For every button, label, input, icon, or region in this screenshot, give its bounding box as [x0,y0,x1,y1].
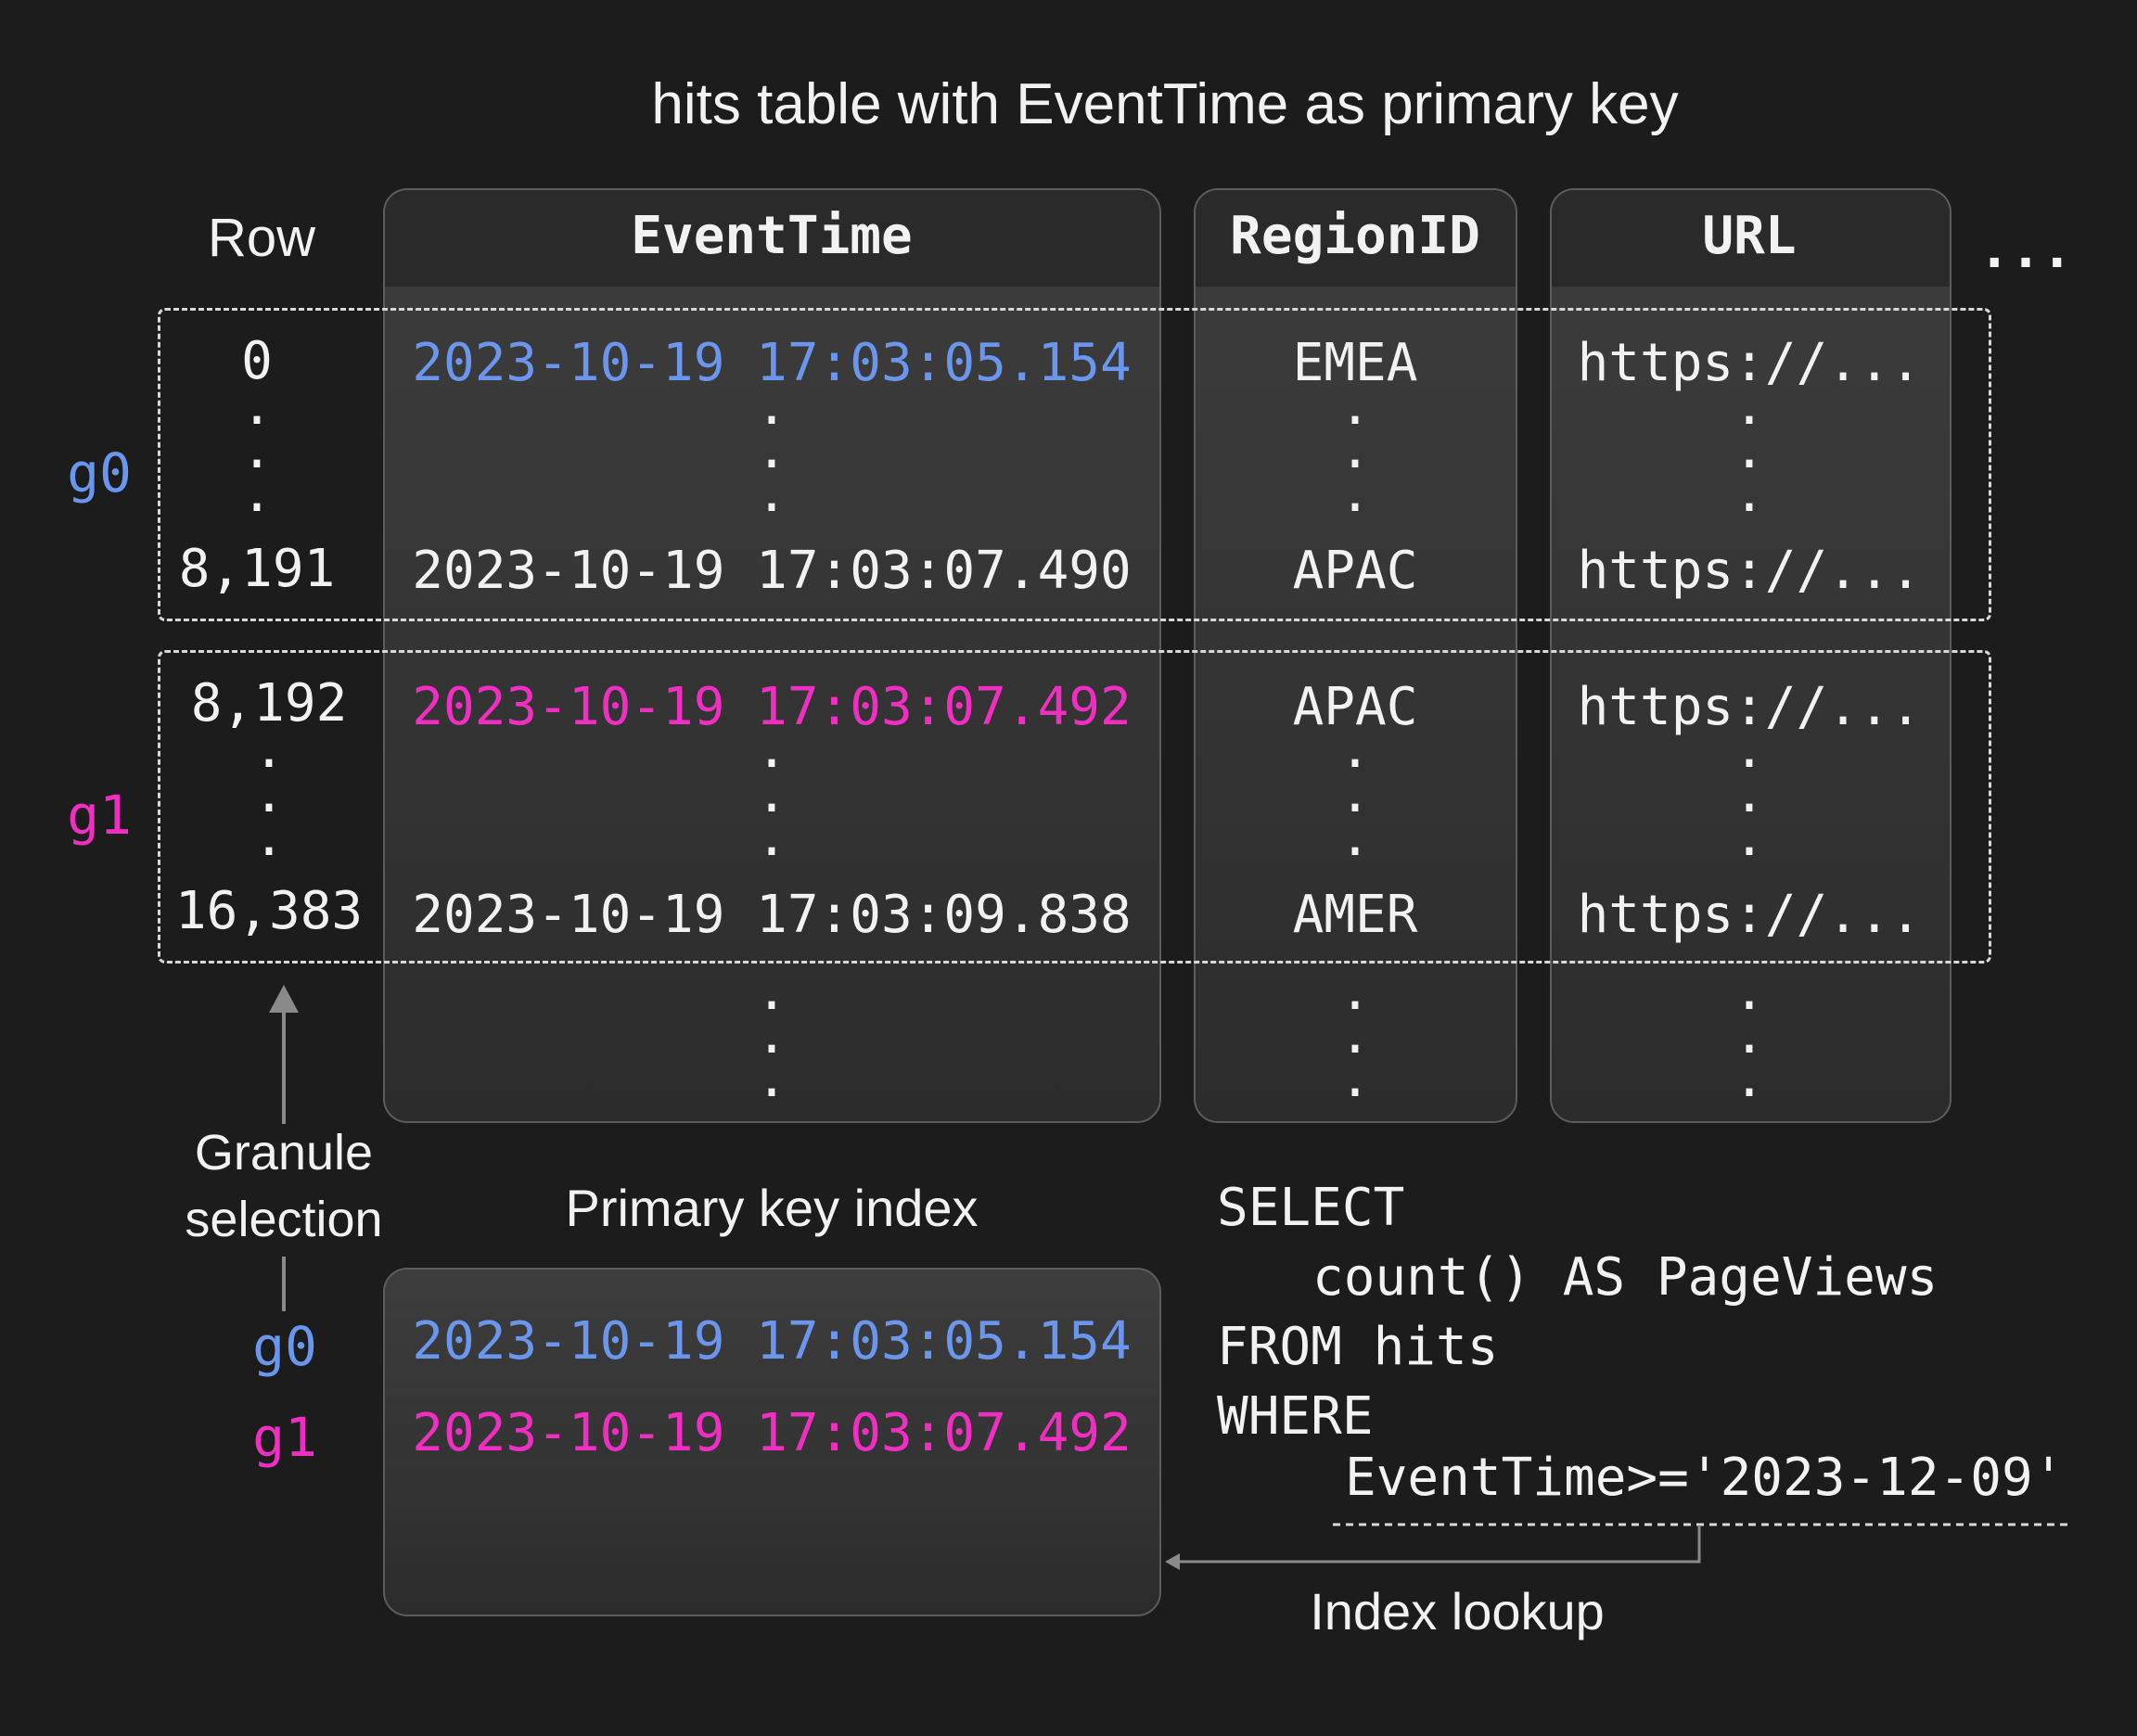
query-line: EventTime>='2023-12-09' [1345,1448,2065,1508]
ellipsis-dot: . [756,377,787,437]
event-time-cell: 2023-10-19 17:03:07.492 [412,677,1132,737]
ellipsis-dot: . [1734,420,1765,480]
ellipsis-dot: . [1734,720,1765,780]
ellipsis-dot: . [1734,962,1765,1022]
index-entry-0: 2023-10-19 17:03:05.154 [412,1311,1132,1372]
region-cell: AMER [1292,885,1418,945]
index-granule-1-label: g1 [252,1406,317,1469]
column-header-url: URL [1702,206,1797,266]
ellipsis-dot: . [756,1049,787,1109]
query-line: SELECT [1217,1178,1405,1238]
row-number: 8,191 [178,539,336,599]
region-cell: APAC [1292,541,1418,601]
index-lookup-label: Index lookup [1310,1582,1605,1640]
diagram-title: hits table with EventTime as primary key [651,72,1679,136]
row-number: 8,192 [190,673,348,734]
index-entry-1: 2023-10-19 17:03:07.492 [412,1403,1132,1463]
region-cell: EMEA [1292,333,1418,393]
ellipsis-dot: . [253,808,285,868]
granule-0-box [158,308,1991,621]
event-time-cell: 2023-10-19 17:03:07.490 [412,541,1132,601]
eventtime-column [383,188,1161,1123]
ellipsis-dot: . [1734,377,1765,437]
column-header-eventtime: EventTime [631,206,913,266]
ellipsis-dot: . [1339,377,1371,437]
ellipsis-dot: . [241,377,273,437]
ellipsis-dot: . [1339,720,1371,780]
ellipsis-dot: . [253,720,285,780]
more-columns-ellipsis: ... [1978,220,2073,280]
ellipsis-dot: . [756,808,787,868]
row-number: 16,383 [174,881,364,941]
ellipsis-dot: . [1339,420,1371,480]
url-cell: https://... [1577,333,1922,393]
ellipsis-dot: . [253,764,285,824]
ellipsis-dot: . [1734,1005,1765,1066]
row-number: 0 [241,331,273,391]
ellipsis-dot: . [1339,1005,1371,1066]
ellipsis-dot: . [756,764,787,824]
ellipsis-dot: . [1339,464,1371,524]
primary-key-index-box [383,1268,1161,1616]
ellipsis-dot: . [1339,1049,1371,1109]
ellipsis-dot: . [1734,808,1765,868]
row-header: Row [207,208,316,268]
ellipsis-dot: . [1339,962,1371,1022]
query-line: WHERE [1217,1386,1374,1447]
ellipsis-dot: . [1734,764,1765,824]
event-time-cell: 2023-10-19 17:03:05.154 [412,333,1132,393]
arrowhead-up-icon [269,985,299,1013]
event-time-cell: 2023-10-19 17:03:09.838 [412,885,1132,945]
query-line: FROM hits [1217,1317,1499,1377]
url-cell: https://... [1577,541,1922,601]
column-header-regionid: RegionID [1230,206,1480,266]
primary-key-index-title: Primary key index [565,1179,979,1237]
regionid-column [1194,188,1517,1123]
url-cell: https://... [1577,677,1922,737]
granule-1-label: g1 [67,784,132,847]
ellipsis-dot: . [756,420,787,480]
ellipsis-dot: . [1734,464,1765,524]
granule-1-box [158,650,1991,964]
granule-selection-label: Granule selection [185,1125,383,1247]
granule-0-label: g0 [67,441,132,504]
ellipsis-dot: . [1734,1049,1765,1109]
ellipsis-dot: . [756,720,787,780]
ellipsis-dot: . [241,464,273,524]
ellipsis-dot: . [756,464,787,524]
ellipsis-dot: . [756,962,787,1022]
ellipsis-dot: . [1339,764,1371,824]
ellipsis-dot: . [1339,808,1371,868]
arrowhead-left-icon [1165,1553,1180,1570]
index-granule-0-label: g0 [252,1315,317,1378]
url-cell: https://... [1577,885,1922,945]
ellipsis-dot: . [241,420,273,480]
region-cell: APAC [1292,677,1418,737]
ellipsis-dot: . [756,1005,787,1066]
query-line: count() AS PageViews [1312,1247,1939,1308]
url-column [1550,188,1951,1123]
